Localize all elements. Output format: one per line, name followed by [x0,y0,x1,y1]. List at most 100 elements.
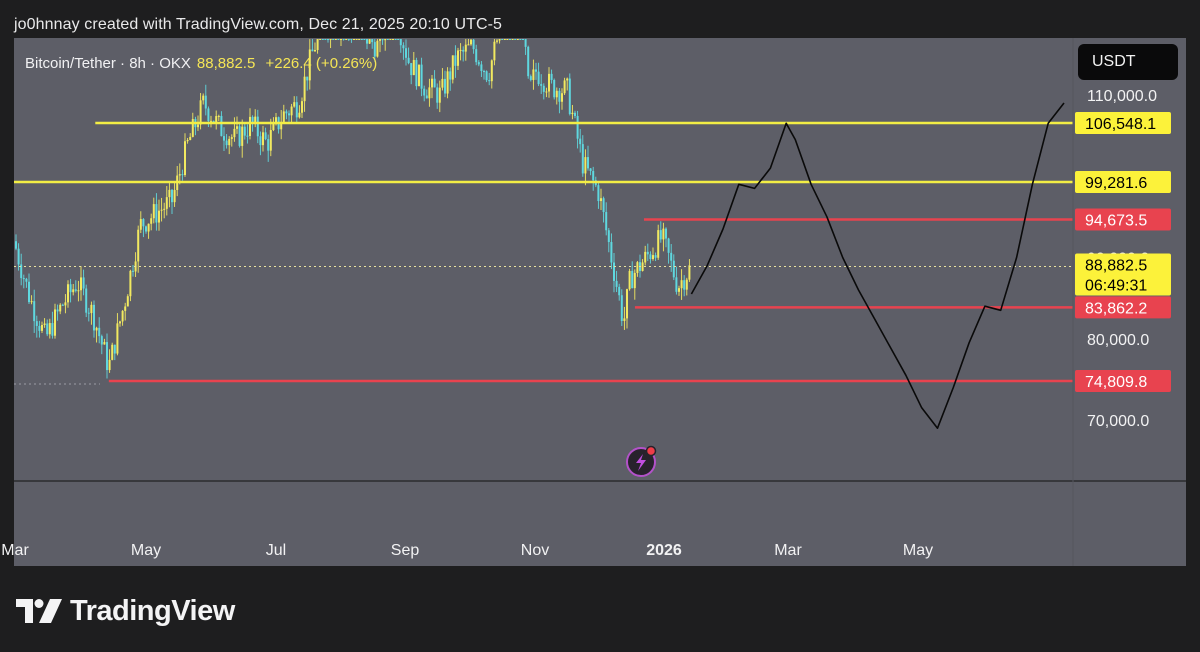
candle-body [142,219,145,227]
candle-body [441,78,444,88]
candle-body [215,116,218,123]
candle-body [264,132,267,140]
candle-body [132,270,134,272]
candle-body [137,229,140,262]
candle-body [579,138,582,145]
candle-body [483,71,485,73]
candle-body [646,251,649,255]
candle-body [119,321,121,324]
candle-body [657,230,660,258]
candle-body [667,238,670,253]
candle-body [28,281,30,303]
candle-body [243,126,246,136]
candle-body [568,78,571,115]
x-tick-label-0: Mar [1,542,29,559]
candle-body [178,174,181,176]
candle-body [202,95,205,101]
candle-body [503,39,506,40]
candle-body [43,323,46,325]
candle-body [353,39,355,40]
candle-body [256,116,259,137]
candle-body [90,304,93,314]
candle-body [649,254,652,260]
candle-body [360,39,363,40]
candle-body [38,325,41,331]
candle-body [225,140,228,146]
candle-body [524,39,527,47]
candle-body [67,284,69,303]
tradingview-logo-icon [16,599,62,623]
candle-body [498,39,501,41]
candle-body [571,112,574,115]
candle-body [165,197,168,209]
candle-body [20,264,23,279]
candle-body [139,219,142,230]
candle-body [311,49,314,52]
x-axis: Mar May Jul Sep Nov 2026 Mar May [1,542,933,559]
candle-body [267,139,270,151]
candle-body [636,262,639,273]
x-tick-label-1: May [131,542,161,559]
candle-body [532,69,535,80]
candle-body [415,59,418,87]
candle-body [210,120,212,122]
candle-body [251,116,254,124]
x-tick-label-6: Mar [774,542,802,559]
candle-body [384,39,387,41]
symbol-name: Bitcoin/Tether · 8h · OKX [25,55,191,72]
candle-body [30,301,33,303]
candle-body [275,117,277,123]
candle-body [501,39,504,40]
candle-body [613,262,615,281]
candle-body [293,102,296,107]
candle-body [688,265,691,280]
candle-body [238,126,241,146]
candle-body [475,49,478,63]
chart-panel[interactable] [14,38,1186,566]
candle-body [181,174,184,176]
candle-body [321,39,324,40]
candle-body [246,135,249,137]
candle-body [158,210,160,223]
candle-body [457,50,459,66]
tradingview-logo[interactable]: TradingView [16,594,235,628]
candle-body [15,241,17,249]
candle-body [199,100,202,125]
alert-icon[interactable] [626,445,657,477]
level-tag-label-2: 94,673.5 [1085,212,1147,229]
candle-body [74,289,77,291]
candle-body [615,280,618,287]
candle-body [428,87,431,99]
currency-button[interactable]: USDT [1078,44,1178,80]
candle-body [298,112,301,118]
candle-body [282,111,285,122]
candle-body [683,280,686,290]
candle-body [80,277,82,291]
candle-body [376,40,379,57]
candle-body [223,136,225,141]
candle-body [464,44,467,52]
candle-body [189,136,192,141]
candle-body [272,122,275,131]
candle-body [301,101,303,113]
candle-body [329,39,332,40]
candle-body [358,39,361,40]
level-tag-1 [1075,171,1171,194]
candle-body [204,95,207,109]
candle-body [111,344,114,360]
candle-body [672,260,675,278]
candle-body [399,39,402,46]
candle-body [100,336,103,345]
candle-body [173,189,176,203]
chart-attribution: jo0hnnay created with TradingView.com, D… [14,16,503,33]
current-price-tag [1075,253,1171,296]
tradingview-logo-text: TradingView [70,594,235,627]
candle-body [355,39,358,40]
candle-body [631,270,634,289]
candle-body [477,62,480,65]
candle-body [160,209,163,211]
candle-body [402,45,405,49]
candle-body [574,112,576,116]
candle-body [412,59,415,76]
